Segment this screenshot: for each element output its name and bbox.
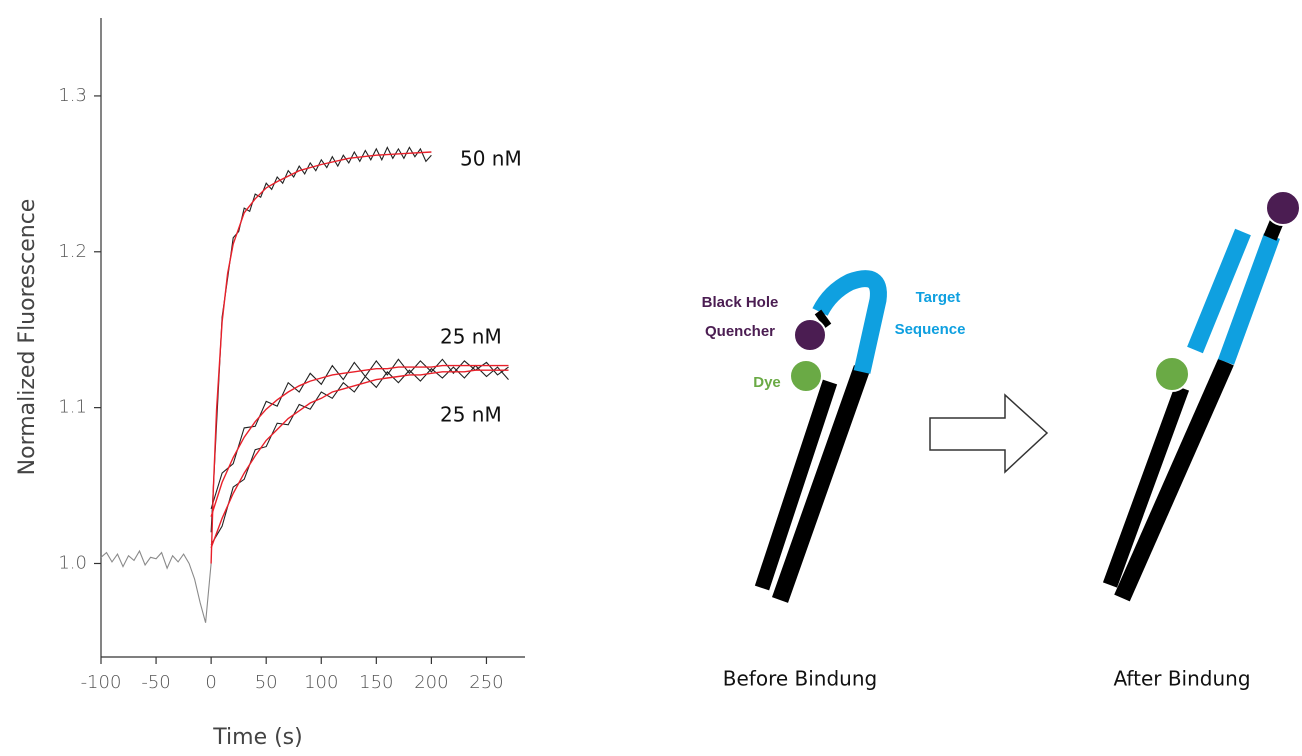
x-tick-label: -50 — [141, 672, 170, 693]
x-tick-label: 0 — [205, 672, 216, 693]
caption: Before Bindung — [723, 667, 877, 691]
y-tick-label: 1.3 — [58, 85, 87, 106]
y-tick-label: 1.2 — [58, 241, 87, 262]
y-tick-label: 1.0 — [58, 552, 87, 573]
x-tick-label: 150 — [359, 672, 393, 693]
data-line — [101, 551, 211, 623]
data-line — [211, 152, 431, 564]
y-tick-label: 1.1 — [58, 397, 87, 418]
x-tick-label: -100 — [81, 672, 122, 693]
quencher-label: Black Hole — [702, 294, 779, 311]
probe-after — [1110, 191, 1300, 598]
x-axis-label: Time (s) — [212, 725, 302, 750]
x-tick-label: 250 — [469, 672, 503, 693]
caption: After Bindung — [1113, 667, 1250, 691]
dye-label: Dye — [753, 374, 781, 391]
series-label: 50 nM — [460, 147, 522, 171]
x-tick-label: 200 — [414, 672, 448, 693]
figure: Normalized Fluorescence Time (s) Black H… — [0, 0, 1302, 756]
series-label: 25 nM — [440, 325, 502, 349]
x-tick-label: 100 — [304, 672, 338, 693]
x-tick-label: 50 — [255, 672, 278, 693]
series-label: 25 nM — [440, 403, 502, 427]
arrow — [930, 395, 1047, 472]
data-line — [211, 370, 508, 548]
data-line — [211, 366, 508, 517]
probe-before — [762, 279, 878, 600]
target-label: Sequence — [895, 321, 966, 338]
quencher-label: Quencher — [705, 323, 775, 340]
target-label: Target — [916, 289, 961, 306]
y-axis-label: Normalized Fluorescence — [15, 199, 40, 476]
data-line — [211, 359, 508, 509]
